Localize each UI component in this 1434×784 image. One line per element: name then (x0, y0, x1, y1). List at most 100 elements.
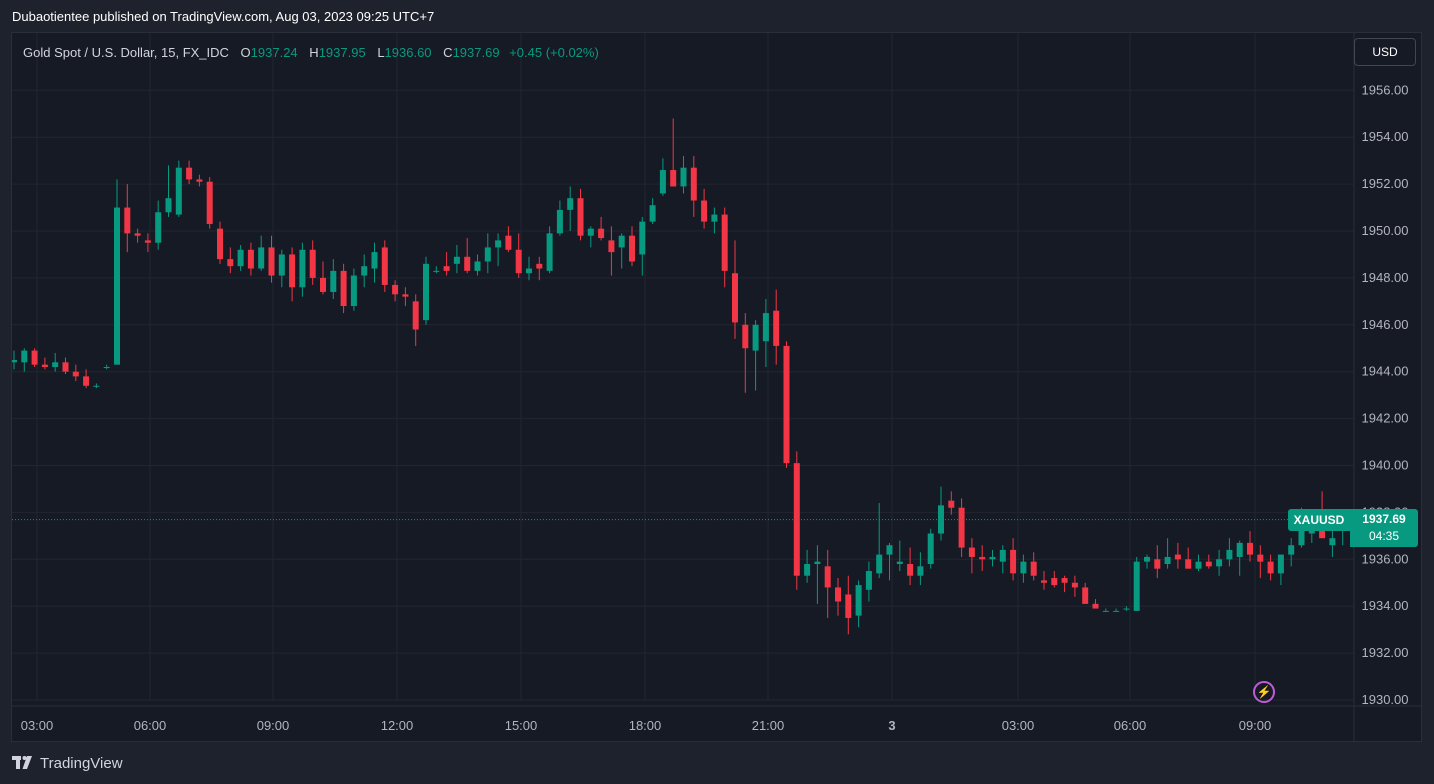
candle (247, 242, 254, 276)
candle (968, 538, 975, 574)
candle (814, 545, 821, 604)
candle (144, 233, 151, 253)
candle (1236, 540, 1243, 576)
candle (773, 289, 780, 365)
y-axis[interactable]: 1930.001932.001934.001936.001938.001940.… (1353, 33, 1409, 741)
candle-body (443, 266, 450, 271)
candle (196, 174, 203, 187)
candle-body (670, 170, 677, 187)
candle-body (690, 167, 697, 201)
candle-body (62, 362, 69, 372)
candle (330, 259, 337, 300)
candle (1082, 582, 1089, 604)
x-tick-label: 21:00 (752, 718, 785, 733)
candle-body (1113, 610, 1120, 612)
y-tick-label: 1952.00 (1362, 176, 1409, 191)
candle-body (896, 561, 903, 564)
price-tag-symbol: XAUUSD (1288, 509, 1350, 531)
y-tick-label: 1956.00 (1362, 82, 1409, 97)
candle (464, 238, 471, 274)
x-tick-label: 09:00 (257, 718, 290, 733)
currency-button[interactable]: USD (1354, 38, 1416, 66)
candle (83, 369, 90, 389)
candle-body (526, 268, 532, 274)
candle (206, 177, 213, 229)
candle-body (855, 585, 862, 616)
open-value: 1937.24 (250, 45, 298, 60)
candle (340, 263, 347, 314)
candle (1247, 531, 1253, 562)
x-tick-label: 15:00 (505, 718, 538, 733)
candle-body (1092, 603, 1099, 609)
candle (12, 350, 17, 370)
candle (93, 383, 100, 389)
candle (62, 357, 69, 375)
candle (701, 188, 708, 229)
candle-body (618, 235, 625, 248)
candle-body (1195, 561, 1202, 569)
candle-body (134, 233, 141, 236)
candle (938, 486, 944, 541)
candle-body (144, 240, 151, 243)
candle-body (1329, 538, 1336, 546)
candle-body (247, 249, 254, 269)
candle-body (72, 371, 79, 377)
candle-body (721, 214, 728, 271)
candle-body (989, 556, 996, 560)
candle (793, 451, 800, 590)
candle (917, 552, 924, 586)
candle (783, 341, 790, 468)
candle (72, 364, 79, 382)
price-chart[interactable]: 1930.001932.001934.001936.001938.001940.… (12, 33, 1421, 741)
candle (876, 503, 883, 579)
candle (268, 235, 275, 283)
candle (659, 158, 666, 196)
candle (948, 491, 955, 515)
candle (845, 575, 852, 635)
candle-body (938, 505, 944, 534)
high-value: 1937.95 (318, 45, 366, 60)
candle (227, 247, 234, 274)
candle-body (453, 256, 460, 264)
candle (711, 207, 718, 234)
candle-body (608, 240, 615, 253)
candle (381, 240, 388, 292)
candle-body (217, 228, 223, 260)
candle-body (1133, 561, 1140, 611)
candle (1195, 554, 1202, 572)
candle (423, 256, 429, 325)
candle (1010, 538, 1017, 581)
x-tick-label: 18:00 (629, 718, 662, 733)
publisher-line: Dubaotientee published on TradingView.co… (12, 9, 435, 24)
candle (649, 198, 656, 224)
y-tick-label: 1944.00 (1362, 364, 1409, 379)
candle-body (12, 359, 17, 363)
candle (412, 294, 419, 346)
candle-body (1154, 559, 1161, 569)
candle (299, 242, 306, 297)
y-tick-label: 1936.00 (1362, 551, 1409, 566)
candle-body (732, 273, 738, 323)
x-axis[interactable]: 03:00 06:00 09:00 12:00 15:00 18:00 21:00 3 03:0… (12, 705, 1421, 733)
candle-body (433, 270, 440, 272)
candle (495, 233, 502, 267)
candle (320, 261, 326, 295)
tradingview-brand[interactable]: TradingView (40, 754, 123, 772)
candle (567, 186, 574, 231)
candle (1092, 599, 1099, 609)
candle-body (577, 198, 584, 236)
candle (639, 216, 646, 276)
candle (1061, 575, 1068, 593)
candle-body (742, 324, 749, 349)
candle-body (680, 167, 687, 187)
x-tick-label: 12:00 (381, 718, 414, 733)
candle-body (402, 294, 409, 297)
candle (1226, 538, 1233, 567)
chart-panel[interactable]: 1930.001932.001934.001936.001938.001940.… (11, 32, 1422, 742)
lightning-icon[interactable]: ⚡ (1253, 681, 1275, 703)
candle-body (155, 212, 162, 243)
candle-body (546, 233, 553, 271)
candle (258, 235, 265, 271)
candle (670, 118, 677, 187)
x-tick-label: 09:00 (1239, 718, 1272, 733)
